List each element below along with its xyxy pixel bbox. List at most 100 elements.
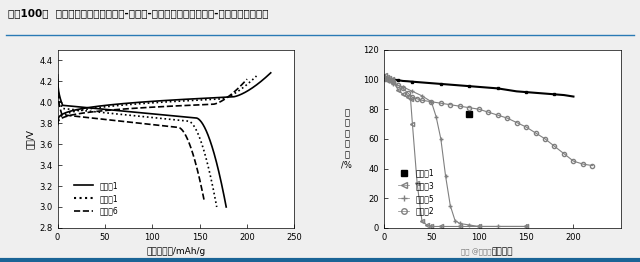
对比例3 — [390, 81, 397, 84]
对比例2 — [408, 96, 416, 99]
实施例1 — [484, 86, 492, 89]
对比例2 — [494, 113, 502, 117]
对比例5 — [522, 225, 530, 228]
对比例2 — [413, 97, 421, 100]
对比例3 — [437, 225, 445, 228]
实施例1 — [418, 81, 426, 84]
对比例3 — [418, 219, 426, 222]
实施例1 — [522, 91, 530, 94]
实施例1 — [385, 78, 392, 81]
对比例2 — [465, 106, 473, 109]
对比例5 — [408, 90, 416, 93]
对比例5 — [451, 219, 459, 222]
实施例1 — [503, 88, 511, 91]
对比例5 — [432, 115, 440, 118]
实施例1 — [394, 79, 402, 82]
对比例2 — [385, 79, 392, 82]
实施例1 — [456, 84, 463, 87]
对比例5 — [418, 94, 426, 97]
对比例2 — [456, 105, 463, 108]
Y-axis label: 电压/V: 电压/V — [26, 129, 35, 149]
对比例2 — [388, 79, 396, 83]
对比例2 — [383, 78, 390, 81]
实施例1 — [513, 90, 520, 93]
对比例3 — [385, 77, 392, 80]
对比例3 — [522, 225, 530, 228]
对比例3 — [394, 88, 402, 91]
对比例2 — [418, 99, 426, 102]
实施例1 — [390, 78, 397, 81]
对比例2 — [589, 164, 596, 167]
实施例1 — [437, 82, 445, 85]
X-axis label: 放电克容量/mAh/g: 放电克容量/mAh/g — [147, 247, 205, 256]
对比例2 — [475, 108, 483, 111]
对比例3 — [428, 225, 435, 228]
对比例5 — [456, 222, 463, 225]
实施例1 — [447, 83, 454, 86]
对比例2 — [390, 81, 397, 84]
实施例1 — [541, 92, 549, 95]
Line: 对比例2: 对比例2 — [383, 77, 595, 168]
实施例1 — [465, 85, 473, 88]
对比例2 — [550, 145, 558, 148]
对比例5 — [381, 78, 388, 81]
实施例1 — [560, 94, 568, 97]
实施例1 — [404, 80, 412, 83]
实施例1 — [550, 93, 558, 96]
Legend: 实施例1, 对比例3, 对比例5, 对比例2: 实施例1, 对比例3, 对比例5, 对比例2 — [395, 165, 437, 219]
对比例5 — [442, 174, 449, 178]
实施例1 — [408, 80, 416, 83]
对比例2 — [579, 162, 587, 166]
对比例3 — [383, 75, 390, 78]
实施例1 — [475, 85, 483, 89]
对比例2 — [513, 121, 520, 124]
对比例3 — [423, 223, 431, 227]
对比例2 — [484, 111, 492, 114]
对比例5 — [475, 225, 483, 228]
对比例5 — [437, 137, 445, 140]
Text: 头条 @未来智库: 头条 @未来智库 — [461, 248, 495, 256]
对比例2 — [394, 84, 402, 87]
Y-axis label: 容
量
保
持
率
/%: 容 量 保 持 率 /% — [341, 108, 352, 169]
实施例1 — [399, 79, 407, 83]
Text: 图表100：  高镍正极（电解液润湿）-聚合物-氧化物复合固体电解质-锂金属负极的性能: 图表100： 高镍正极（电解液润湿）-聚合物-氧化物复合固体电解质-锂金属负极的… — [8, 8, 268, 18]
对比例5 — [390, 82, 397, 85]
对比例3 — [406, 97, 414, 100]
对比例5 — [494, 225, 502, 228]
实施例1 — [494, 87, 502, 90]
对比例5 — [447, 204, 454, 207]
对比例2 — [428, 100, 435, 103]
Line: 实施例1: 实施例1 — [383, 78, 575, 98]
对比例2 — [570, 160, 577, 163]
对比例2 — [503, 117, 511, 120]
对比例3 — [388, 78, 396, 81]
Legend: 实施例1, 对比例1, 对比例6: 实施例1, 对比例1, 对比例6 — [71, 178, 121, 219]
对比例2 — [541, 137, 549, 140]
实施例1 — [570, 95, 577, 98]
对比例2 — [522, 125, 530, 129]
对比例2 — [437, 102, 445, 105]
实施例1 — [381, 78, 388, 81]
对比例5 — [465, 223, 473, 227]
对比例2 — [447, 103, 454, 106]
实施例1 — [532, 91, 540, 94]
Line: 对比例5: 对比例5 — [383, 77, 529, 229]
对比例3 — [456, 225, 463, 228]
对比例2 — [532, 131, 540, 134]
对比例2 — [399, 87, 407, 90]
对比例3 — [399, 93, 407, 96]
对比例2 — [560, 152, 568, 155]
对比例5 — [399, 85, 407, 89]
实施例1 — [428, 81, 435, 85]
对比例3 — [381, 73, 388, 77]
Line: 对比例3: 对比例3 — [383, 73, 528, 228]
对比例5 — [385, 79, 392, 83]
X-axis label: 循环圈数: 循环圈数 — [492, 247, 513, 256]
对比例3 — [408, 122, 416, 125]
对比例2 — [404, 91, 412, 94]
对比例3 — [413, 182, 421, 185]
对比例3 — [404, 96, 412, 99]
对比例2 — [381, 78, 388, 81]
对比例3 — [475, 225, 483, 228]
对比例5 — [428, 100, 435, 103]
